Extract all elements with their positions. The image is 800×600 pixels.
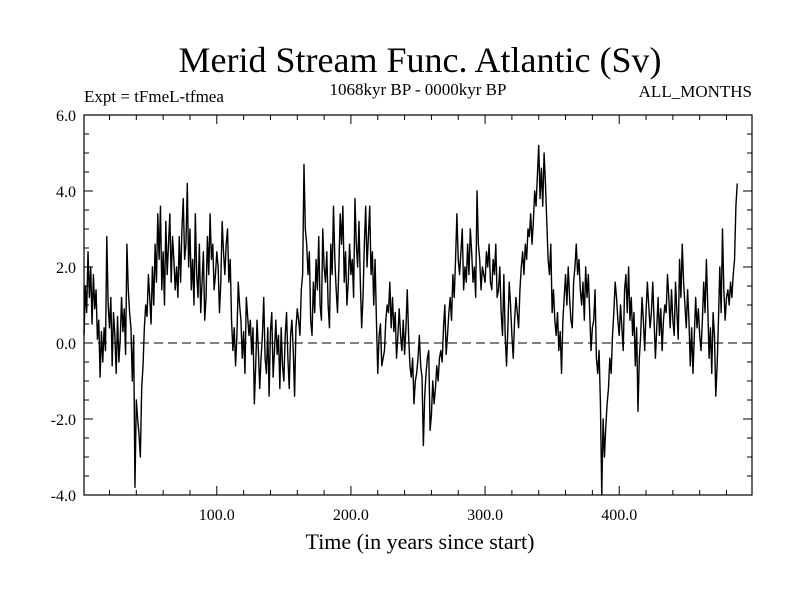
- chart-subtitle-right: ALL_MONTHS: [639, 82, 752, 101]
- y-tick-label: 0.0: [56, 336, 76, 353]
- x-tick-label: 200.0: [333, 507, 369, 524]
- y-tick-label: -2.0: [51, 412, 76, 429]
- x-axis-label: Time (in years since start): [306, 529, 535, 554]
- y-tick-label: 4.0: [56, 184, 76, 201]
- chart-subtitle-left: Expt = tFmeL-tfmea: [84, 87, 224, 106]
- x-tick-label: 100.0: [199, 507, 235, 524]
- x-tick-label: 400.0: [601, 507, 637, 524]
- plot-area: -4.0 -2.0 0.0 2.0 4.0 6.0 100.0 200.0 300.0 400.0: [51, 108, 753, 524]
- x-tick-label: 300.0: [467, 507, 503, 524]
- y-tick-label: -4.0: [51, 488, 76, 505]
- y-tick-label: 2.0: [56, 260, 76, 277]
- chart-title: Merid Stream Func. Atlantic (Sv): [179, 40, 662, 80]
- y-tick-label: 6.0: [56, 108, 76, 125]
- series-line-0: [83, 144, 738, 496]
- chart-subtitle-center: 1068kyr BP - 0000kyr BP: [330, 80, 507, 99]
